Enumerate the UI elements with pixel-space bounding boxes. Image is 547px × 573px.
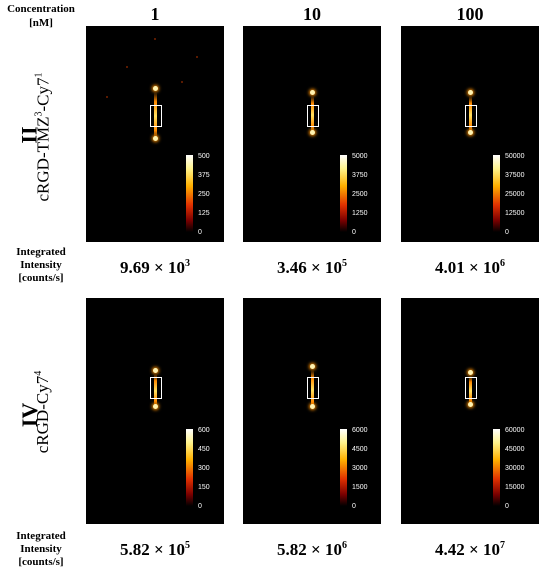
- colorbar-tick: 2500: [352, 191, 368, 198]
- colorbar-tick: 0: [352, 229, 356, 236]
- colorbar-tick: 450: [198, 446, 210, 453]
- colorbar-tick: 12500: [505, 210, 525, 217]
- sample-region-box: [307, 105, 319, 127]
- integrated-intensity-value: 3.46 × 105: [277, 258, 347, 277]
- colorbar: [493, 429, 500, 506]
- integrated-intensity-label: Integrated Intensity [counts/s]: [16, 246, 66, 284]
- colorbar-tick: 0: [352, 503, 356, 510]
- colorbar-tick: 0: [198, 229, 202, 236]
- column-header-100: 100: [456, 4, 484, 24]
- colorbar-tick: 3000: [352, 465, 368, 472]
- integrated-intensity-value: 5.82 × 106: [277, 540, 347, 559]
- colorbar-tick: 25000: [505, 191, 525, 198]
- colorbar-tick: 0: [198, 503, 202, 510]
- fluorescence-image-panel: 600 450 300 150 0: [86, 298, 224, 524]
- colorbar: [186, 429, 193, 506]
- fluorescence-image-panel: 500 375 250 125 0: [86, 26, 224, 242]
- colorbar-tick: 1500: [352, 484, 368, 491]
- colorbar-tick: 37500: [505, 172, 525, 179]
- fluorescence-image-panel: 50000 37500 25000 12500 0: [401, 26, 539, 242]
- integrated-intensity-value: 5.82 × 105: [120, 540, 190, 559]
- colorbar-tick: 0: [505, 503, 509, 510]
- colorbar-tick: 3750: [352, 172, 368, 179]
- concentration-unit: [nM]: [29, 17, 53, 29]
- colorbar-tick: 500: [198, 153, 210, 160]
- colorbar-tick: 1250: [352, 210, 368, 217]
- colorbar-tick: 375: [198, 172, 210, 179]
- colorbar-tick: 45000: [505, 446, 525, 453]
- colorbar-tick: 4500: [352, 446, 368, 453]
- colorbar-tick: 6000: [352, 427, 368, 434]
- colorbar-tick: 125: [198, 210, 210, 217]
- colorbar-tick: 60000: [505, 427, 525, 434]
- colorbar-tick: 30000: [505, 465, 525, 472]
- integrated-intensity-label: Integrated Intensity [counts/s]: [16, 530, 66, 568]
- colorbar-tick: 600: [198, 427, 210, 434]
- fluorescence-image-panel: 5000 3750 2500 1250 0: [243, 26, 381, 242]
- sample-region-box: [150, 105, 162, 127]
- colorbar-tick: 0: [505, 229, 509, 236]
- integrated-intensity-value: 4.01 × 106: [435, 258, 505, 277]
- colorbar: [340, 429, 347, 506]
- integrated-intensity-value: 4.42 × 107: [435, 540, 505, 559]
- colorbar-tick: 150: [198, 484, 210, 491]
- colorbar-tick: 300: [198, 465, 210, 472]
- concentration-label: Concentration: [7, 3, 75, 15]
- colorbar-tick: 250: [198, 191, 210, 198]
- sample-region-box: [465, 377, 477, 399]
- column-header-1: 1: [150, 4, 160, 24]
- concentration-header: Concentration [nM]: [2, 2, 80, 30]
- sample-region-box: [150, 377, 162, 399]
- integrated-intensity-value: 9.69 × 103: [120, 258, 190, 277]
- colorbar: [340, 155, 347, 232]
- fluorescence-image-panel: 60000 45000 30000 15000 0: [401, 298, 539, 524]
- colorbar-tick: 5000: [352, 153, 368, 160]
- colorbar: [186, 155, 193, 232]
- colorbar: [493, 155, 500, 232]
- column-header-10: 10: [303, 4, 321, 24]
- sample-region-box: [307, 377, 319, 399]
- colorbar-tick: 15000: [505, 484, 525, 491]
- fluorescence-image-panel: 6000 4500 3000 1500 0: [243, 298, 381, 524]
- colorbar-tick: 50000: [505, 153, 525, 160]
- sample-region-box: [465, 105, 477, 127]
